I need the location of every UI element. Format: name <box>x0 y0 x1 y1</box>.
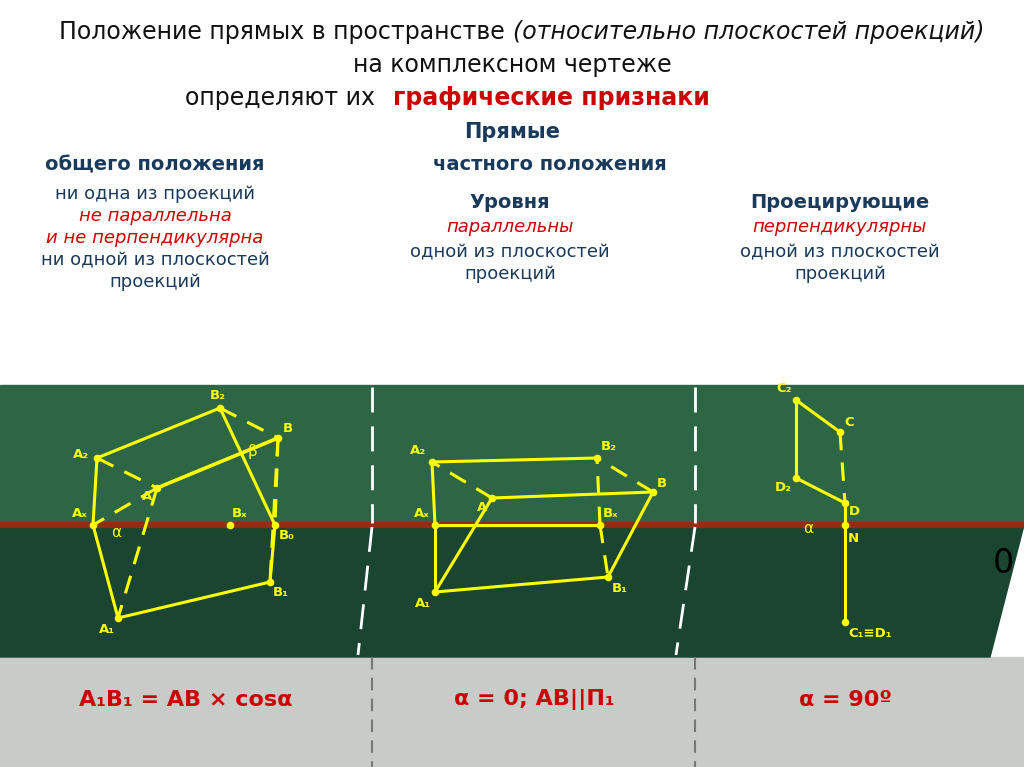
Text: B₁: B₁ <box>612 582 628 595</box>
Text: проекций: проекций <box>795 265 886 283</box>
Text: проекций: проекций <box>110 273 201 291</box>
Text: перпендикулярны: перпендикулярны <box>753 218 927 236</box>
Text: α: α <box>111 525 121 540</box>
Text: D₂: D₂ <box>775 481 792 494</box>
Text: Уровня: Уровня <box>470 193 550 212</box>
Text: Положение прямых в пространстве: Положение прямых в пространстве <box>58 20 512 44</box>
Text: 0: 0 <box>993 547 1014 580</box>
Text: B₀: B₀ <box>279 529 295 542</box>
Bar <box>0 0 1024 385</box>
Polygon shape <box>0 525 1024 657</box>
Text: одной из плоскостей: одной из плоскостей <box>740 243 940 261</box>
Text: Aₓ: Aₓ <box>415 507 430 520</box>
Text: D: D <box>849 505 860 518</box>
Text: параллельны: параллельны <box>446 218 573 236</box>
Text: Проецирующие: Проецирующие <box>751 193 930 212</box>
Text: на комплексном чертеже: на комплексном чертеже <box>352 53 672 77</box>
Text: α = 90º: α = 90º <box>799 690 892 710</box>
Text: B₁: B₁ <box>273 586 289 599</box>
Text: A₁: A₁ <box>415 597 431 610</box>
Text: ни одной из плоскостей: ни одной из плоскостей <box>41 251 269 269</box>
Text: B: B <box>283 422 293 435</box>
Text: определяют их: определяют их <box>185 86 390 110</box>
Text: N: N <box>848 532 859 545</box>
Text: α: α <box>803 521 813 536</box>
Text: C₁≡D₁: C₁≡D₁ <box>848 627 892 640</box>
Text: Прямые: Прямые <box>464 122 560 142</box>
Polygon shape <box>0 385 1024 525</box>
Text: A₂: A₂ <box>73 449 89 462</box>
Text: ни одна из проекций: ни одна из проекций <box>55 185 255 203</box>
Bar <box>0 657 1024 767</box>
Text: A: A <box>141 490 152 503</box>
Text: A: A <box>477 501 487 514</box>
Text: A₂: A₂ <box>410 444 426 457</box>
Text: (относительно плоскостей проекций): (относительно плоскостей проекций) <box>513 20 984 44</box>
Text: не параллельна: не параллельна <box>79 207 231 225</box>
Text: Bₓ: Bₓ <box>232 507 248 520</box>
Text: частного положения: частного положения <box>433 155 667 174</box>
Text: A₁: A₁ <box>99 623 115 636</box>
Text: B₂: B₂ <box>601 440 617 453</box>
Text: и не перпендикулярна: и не перпендикулярна <box>46 229 263 247</box>
Text: β: β <box>248 444 258 459</box>
Text: Aₓ: Aₓ <box>73 507 88 520</box>
Text: A₁B₁ = AB × cosα: A₁B₁ = AB × cosα <box>79 690 293 710</box>
Text: B₂: B₂ <box>210 389 226 402</box>
Text: α = 0; AB||П₁: α = 0; AB||П₁ <box>454 690 614 710</box>
Text: C: C <box>844 416 854 429</box>
Text: Bₓ: Bₓ <box>603 507 618 520</box>
Text: проекций: проекций <box>464 265 556 283</box>
Text: графические признаки: графические признаки <box>393 86 710 110</box>
Text: C₂: C₂ <box>776 382 792 395</box>
Text: общего положения: общего положения <box>45 155 265 174</box>
Text: B: B <box>657 477 667 490</box>
Text: одной из плоскостей: одной из плоскостей <box>411 243 610 261</box>
